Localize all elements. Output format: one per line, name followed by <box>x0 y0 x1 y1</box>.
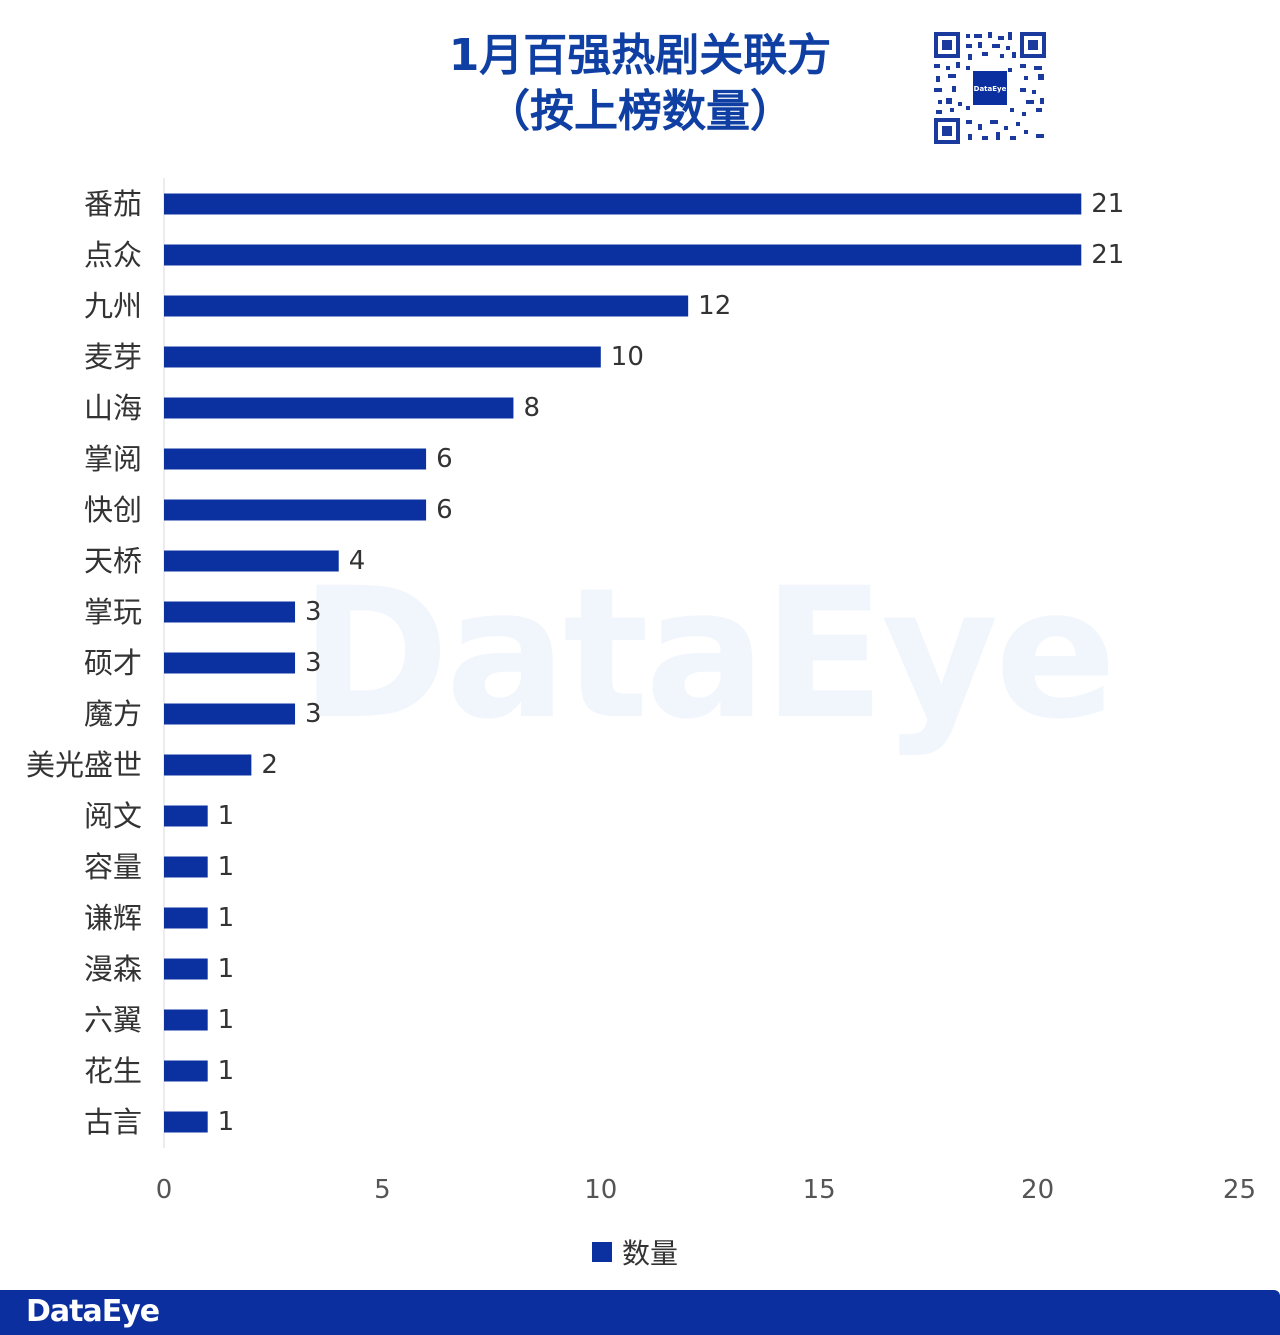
value-label: 12 <box>698 291 731 321</box>
bar <box>164 397 514 419</box>
x-tick-label: 10 <box>584 1175 617 1205</box>
value-label: 3 <box>305 699 322 729</box>
value-label: 6 <box>436 495 453 525</box>
bar <box>164 550 339 572</box>
bar <box>164 958 208 980</box>
x-tick-label: 15 <box>803 1175 836 1205</box>
category-label: 魔方 <box>84 697 142 731</box>
bar <box>164 652 296 674</box>
category-label: 美光盛世 <box>26 748 142 782</box>
value-label: 8 <box>523 393 540 423</box>
value-label: 1 <box>218 852 235 882</box>
x-tick-label: 20 <box>1021 1175 1054 1205</box>
x-tick-label: 5 <box>374 1175 391 1205</box>
chart-title-line1: 1月百强热剧关联方 <box>448 30 832 81</box>
x-axis-ticks: 0 5 10 15 20 25 <box>156 1175 1256 1205</box>
bar <box>164 1060 208 1082</box>
value-label: 1 <box>218 1107 235 1137</box>
bar <box>164 1111 208 1133</box>
bar <box>164 193 1082 215</box>
category-label: 容量 <box>84 850 142 884</box>
legend-label: 数量 <box>622 1237 679 1270</box>
value-label: 3 <box>305 648 322 678</box>
bars-group <box>163 178 1082 1148</box>
bar <box>164 703 296 725</box>
value-label: 1 <box>218 903 235 933</box>
bar <box>164 295 689 317</box>
footer-bar: DataEye <box>0 1290 1280 1335</box>
category-label: 天桥 <box>84 544 142 578</box>
value-label: 1 <box>218 1005 235 1035</box>
category-label: 掌阅 <box>84 442 142 476</box>
x-tick-label: 25 <box>1223 1175 1256 1205</box>
bar <box>164 754 252 776</box>
category-label: 九州 <box>84 289 142 323</box>
bar <box>164 856 208 878</box>
category-label: 花生 <box>84 1054 142 1088</box>
qr-logo-text: DataEye <box>974 85 1007 93</box>
value-label: 1 <box>218 954 235 984</box>
bar <box>164 244 1082 266</box>
category-label: 阅文 <box>84 799 142 833</box>
chart-title: 1月百强热剧关联方 （按上榜数量） <box>340 28 940 140</box>
bar <box>164 1009 208 1031</box>
category-label: 点众 <box>84 238 142 272</box>
bar <box>164 346 601 368</box>
category-label: 掌玩 <box>84 595 142 629</box>
value-label: 10 <box>611 342 644 372</box>
value-label: 2 <box>261 750 278 780</box>
category-label: 硕才 <box>84 646 142 680</box>
bar <box>164 499 427 521</box>
category-label: 麦芽 <box>84 340 142 374</box>
value-label: 1 <box>218 801 235 831</box>
category-label: 谦辉 <box>84 901 142 935</box>
category-label: 山海 <box>84 391 142 425</box>
legend-swatch <box>592 1242 612 1262</box>
value-label: 1 <box>218 1056 235 1086</box>
legend: 数量 <box>592 1232 678 1272</box>
bar-chart: 番茄点众九州麦芽山海掌阅快创天桥掌玩硕才魔方美光盛世阅文容量谦辉漫森六翼花生古言… <box>26 178 1256 1205</box>
chart-title-line2: （按上榜数量） <box>486 86 794 137</box>
value-label: 6 <box>436 444 453 474</box>
value-label: 3 <box>305 597 322 627</box>
value-label: 4 <box>349 546 366 576</box>
bar <box>164 601 296 623</box>
value-label: 21 <box>1091 189 1124 219</box>
qr-code: DataEye <box>932 30 1048 146</box>
bar <box>164 805 208 827</box>
footer-logo: DataEye <box>26 1294 160 1329</box>
category-label: 古言 <box>84 1105 142 1139</box>
value-label: 21 <box>1091 240 1124 270</box>
category-label: 六翼 <box>84 1003 142 1037</box>
category-label: 漫森 <box>84 952 142 986</box>
category-label: 番茄 <box>84 187 142 221</box>
x-tick-label: 0 <box>156 1175 173 1205</box>
bar <box>164 448 427 470</box>
bar <box>164 907 208 929</box>
category-label: 快创 <box>84 493 142 527</box>
